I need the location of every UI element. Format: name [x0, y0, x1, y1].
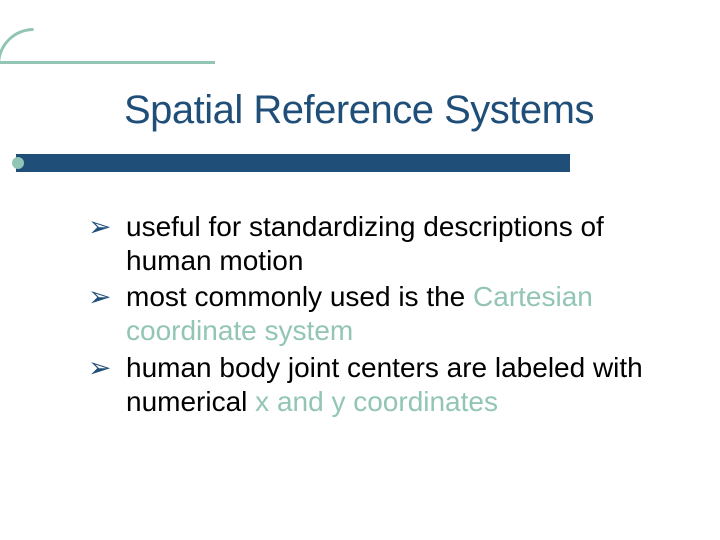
accent-dot-icon: [12, 157, 24, 169]
list-item: ➢ useful for standardizing descriptions …: [88, 210, 658, 278]
bullet-list: ➢ useful for standardizing descriptions …: [88, 210, 658, 421]
bullet-text: most commonly used is the Cartesian coor…: [126, 280, 658, 348]
accent-top-band: [0, 0, 215, 64]
bullet-arrow-icon: ➢: [88, 351, 126, 385]
bullet-arrow-icon: ➢: [88, 210, 126, 244]
bullet-text-pre: useful for standardizing descriptions of…: [126, 211, 604, 276]
bullet-text: useful for standardizing descriptions of…: [126, 210, 658, 278]
slide: Spatial Reference Systems ➢ useful for s…: [0, 0, 720, 540]
list-item: ➢ human body joint centers are labeled w…: [88, 351, 658, 419]
bullet-text-highlight: x and y coordinates: [255, 386, 498, 417]
page-title: Spatial Reference Systems: [124, 88, 594, 133]
bullet-text: human body joint centers are labeled wit…: [126, 351, 658, 419]
bullet-text-pre: most commonly used is the: [126, 281, 473, 312]
title-underline: [16, 154, 570, 172]
list-item: ➢ most commonly used is the Cartesian co…: [88, 280, 658, 348]
bullet-arrow-icon: ➢: [88, 280, 126, 314]
